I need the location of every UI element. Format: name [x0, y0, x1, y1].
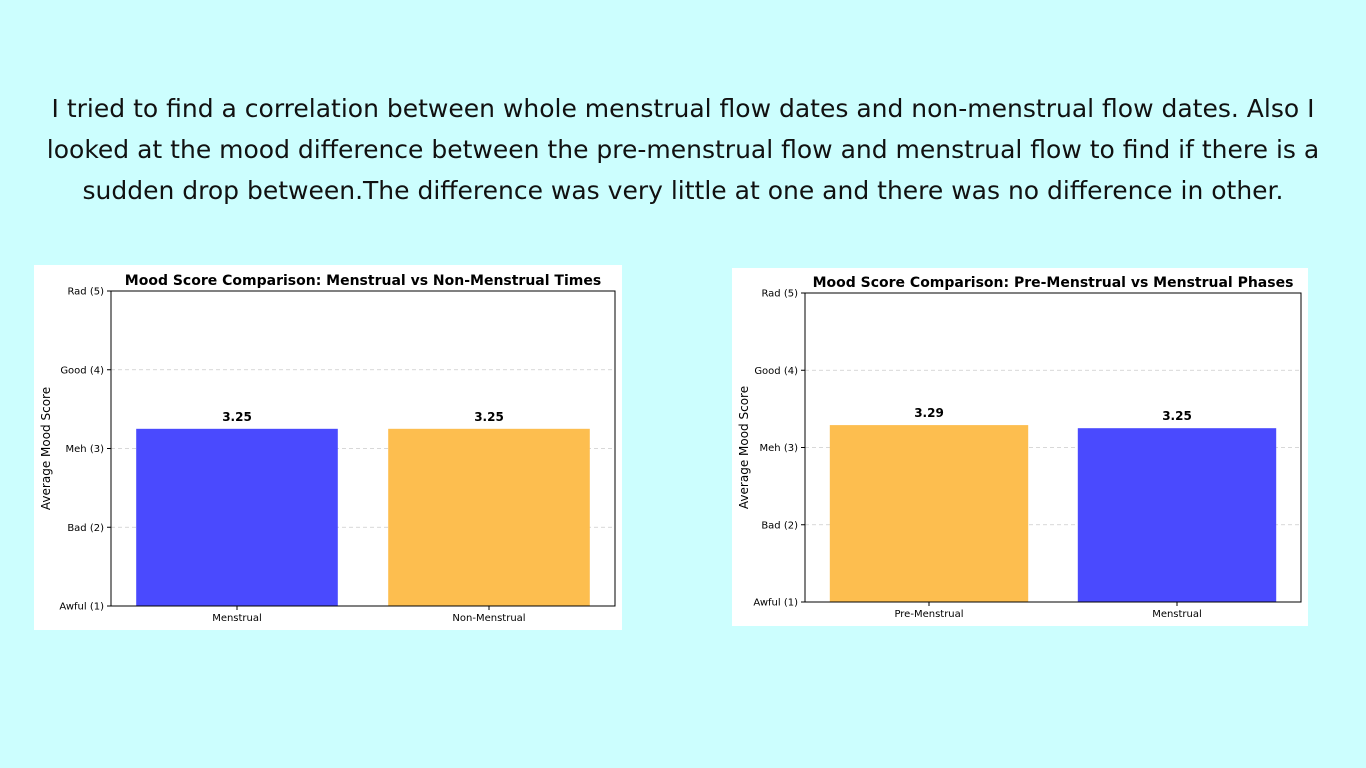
y-tick-label: Rad (5) — [67, 287, 104, 298]
y-tick-label: Rad (5) — [761, 289, 798, 300]
chart-pre-menstrual-vs-menstrual: Awful (1) Bad (2) Meh (3) Good (4) Rad (5) 3.… — [737, 275, 1302, 620]
y-tick-label: Bad (2) — [761, 520, 798, 531]
data-label: 3.25 — [1162, 409, 1192, 423]
bar-non-menstrual — [388, 428, 590, 606]
chart-menstrual-vs-non-menstrual: Awful (1) Bad (2) Meh (3) Good (4) Rad (5) 3.… — [39, 273, 616, 624]
y-tick-label: Awful (1) — [753, 598, 798, 609]
bar-pre-menstrual — [829, 425, 1029, 602]
y-tick-label: Good (4) — [754, 366, 798, 377]
data-label: 3.25 — [222, 410, 252, 424]
plot-frame — [804, 292, 1302, 603]
y-axis-label: Average Mood Score — [737, 386, 751, 509]
chart-panel-menstrual-vs-non-menstrual: Awful (1) Bad (2) Meh (3) Good (4) Rad (5) 3.… — [34, 265, 622, 630]
y-tick-label: Awful (1) — [59, 602, 104, 613]
bar-menstrual — [136, 428, 338, 606]
x-tick-label: Non-Menstrual — [452, 613, 525, 624]
y-tick-label: Bad (2) — [67, 523, 104, 534]
description-text: I tried to find a correlation between wh… — [46, 94, 1320, 205]
data-label: 3.29 — [914, 406, 944, 420]
plot-frame — [110, 290, 616, 607]
data-label: 3.25 — [474, 410, 504, 424]
x-tick-label: Menstrual — [212, 613, 262, 624]
chart-panel-pre-menstrual-vs-menstrual: Awful (1) Bad (2) Meh (3) Good (4) Rad (5) 3.… — [732, 268, 1308, 626]
y-tick-label: Meh (3) — [760, 443, 799, 454]
y-tick-label: Good (4) — [60, 365, 104, 376]
y-tick-label: Meh (3) — [66, 444, 105, 455]
x-tick-label: Pre-Menstrual — [894, 609, 963, 620]
x-tick-label: Menstrual — [1152, 609, 1202, 620]
bar-menstrual — [1077, 428, 1277, 602]
chart-title: Mood Score Comparison: Menstrual vs Non-… — [125, 273, 601, 289]
chart-title: Mood Score Comparison: Pre-Menstrual vs … — [813, 275, 1294, 291]
y-axis-label: Average Mood Score — [39, 387, 53, 510]
